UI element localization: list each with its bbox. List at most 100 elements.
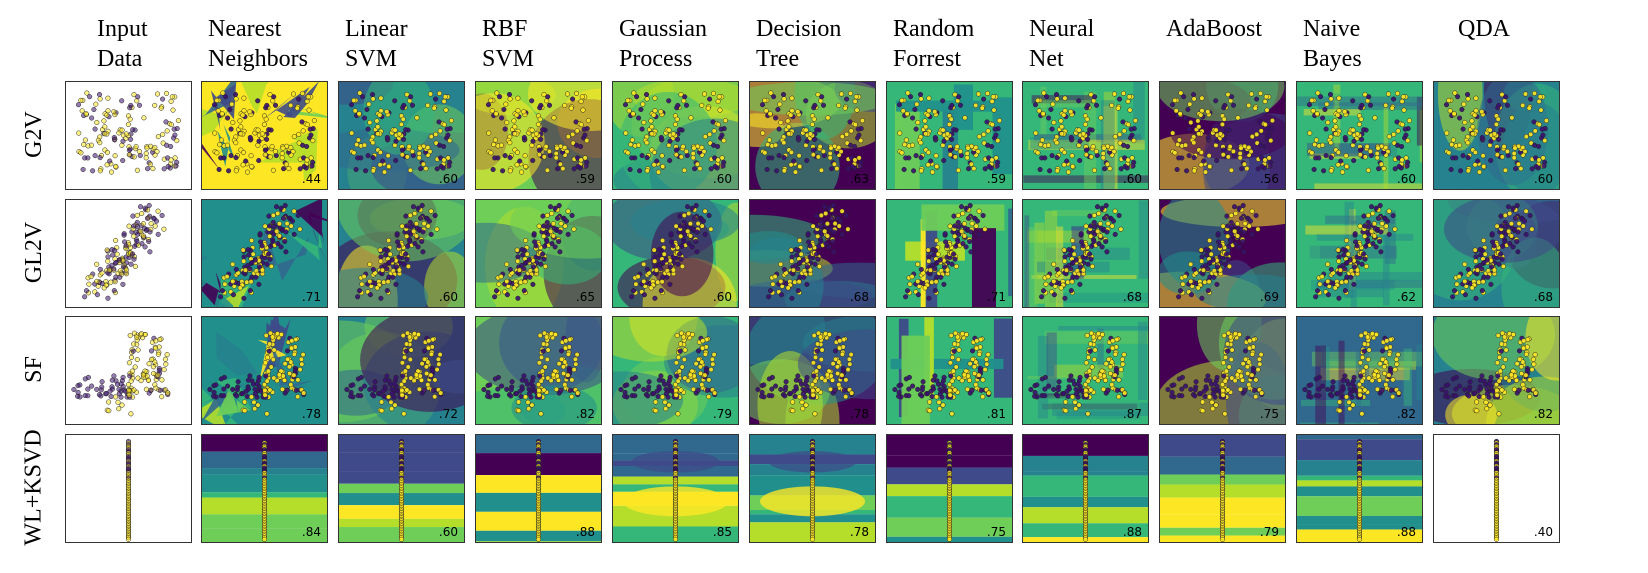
data-point	[853, 94, 859, 100]
data-point	[221, 393, 227, 399]
data-point	[795, 109, 801, 115]
data-point	[147, 249, 153, 255]
data-point	[1381, 364, 1387, 370]
data-point	[134, 219, 140, 225]
data-point	[1457, 115, 1463, 121]
data-point	[1220, 152, 1226, 158]
data-point	[105, 295, 111, 301]
data-point	[903, 294, 909, 300]
data-point	[370, 168, 376, 174]
data-point	[1343, 153, 1349, 159]
data-point	[378, 108, 384, 114]
classifier-panel: .60	[1433, 81, 1560, 190]
data-point	[831, 161, 837, 167]
data-point	[441, 143, 447, 150]
data-point	[88, 142, 95, 148]
data-point	[398, 382, 405, 388]
data-point	[791, 388, 797, 394]
data-point	[394, 231, 400, 237]
data-point	[135, 347, 141, 353]
data-point	[535, 121, 541, 127]
data-point	[562, 359, 568, 365]
data-point	[1392, 226, 1398, 232]
data-point	[116, 386, 122, 392]
data-point	[1228, 238, 1234, 244]
data-point	[109, 377, 115, 383]
data-point	[1226, 243, 1232, 249]
data-point	[1094, 152, 1100, 159]
data-point	[309, 163, 315, 169]
data-point	[1061, 162, 1067, 168]
data-point	[1266, 132, 1272, 138]
data-point	[558, 387, 564, 394]
data-point	[1386, 372, 1392, 378]
data-point	[157, 387, 163, 393]
data-point	[1502, 212, 1508, 218]
data-point	[1040, 288, 1047, 294]
data-point	[800, 257, 806, 263]
data-point	[818, 212, 824, 218]
data-point	[1495, 373, 1501, 379]
data-point	[1523, 134, 1529, 140]
data-point	[270, 356, 276, 363]
data-point	[1386, 134, 1392, 140]
data-point	[404, 387, 410, 393]
data-point	[898, 382, 904, 388]
data-point	[142, 205, 148, 211]
data-point	[1316, 386, 1322, 392]
data-point	[1335, 162, 1341, 168]
data-point	[1362, 233, 1368, 239]
data-point	[635, 142, 642, 148]
data-point	[98, 387, 104, 393]
data-point	[578, 157, 584, 163]
data-point	[146, 361, 152, 367]
data-point	[1500, 243, 1506, 249]
data-point	[1354, 267, 1360, 273]
data-point	[407, 167, 413, 173]
data-point	[1470, 124, 1476, 130]
data-point	[810, 147, 816, 153]
data-point	[403, 251, 409, 257]
data-point	[428, 208, 434, 214]
data-point	[485, 393, 491, 399]
data-point	[777, 101, 783, 107]
data-point	[1375, 215, 1382, 221]
data-point	[562, 144, 568, 151]
panel-plot: .71	[202, 200, 327, 307]
accuracy-score: .72	[439, 407, 458, 421]
data-point	[792, 169, 799, 175]
data-point	[964, 155, 970, 161]
data-point	[1472, 112, 1478, 118]
data-point	[367, 386, 373, 392]
data-point	[980, 212, 986, 219]
data-point	[495, 386, 501, 392]
data-point	[1336, 108, 1342, 114]
data-point	[431, 105, 437, 111]
data-point	[152, 102, 158, 108]
data-point	[438, 390, 444, 396]
data-point	[370, 266, 376, 272]
data-point	[816, 243, 822, 249]
data-point	[81, 142, 87, 148]
data-point	[923, 131, 929, 137]
data-point	[283, 249, 289, 255]
data-point	[1172, 150, 1178, 156]
data-point	[360, 94, 366, 100]
data-point	[1092, 224, 1098, 230]
data-point	[796, 279, 802, 285]
data-point	[1063, 408, 1069, 414]
data-point	[715, 98, 721, 104]
data-point	[829, 166, 835, 172]
data-point	[234, 393, 240, 399]
data-point	[1169, 102, 1176, 108]
data-point	[295, 212, 301, 219]
data-point	[814, 251, 820, 257]
data-point	[1193, 379, 1199, 385]
data-point	[1536, 157, 1542, 163]
data-point	[1041, 90, 1047, 96]
data-point	[780, 91, 787, 98]
data-point	[1340, 247, 1346, 253]
data-point	[512, 131, 518, 137]
data-point	[1102, 166, 1108, 172]
data-point	[817, 144, 823, 150]
